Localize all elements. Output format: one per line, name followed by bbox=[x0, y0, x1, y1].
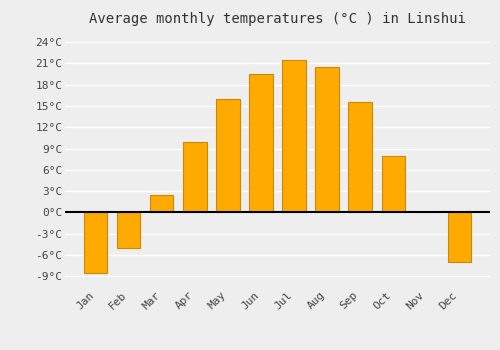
Bar bbox=[282, 60, 306, 212]
Bar bbox=[348, 103, 372, 212]
Bar bbox=[382, 156, 404, 212]
Bar bbox=[250, 74, 272, 212]
Bar bbox=[118, 212, 141, 248]
Title: Average monthly temperatures (°C ) in Linshui: Average monthly temperatures (°C ) in Li… bbox=[89, 12, 466, 26]
Bar bbox=[448, 212, 470, 262]
Bar bbox=[316, 67, 338, 212]
Bar bbox=[84, 212, 108, 273]
Bar bbox=[184, 141, 206, 212]
Bar bbox=[216, 99, 240, 212]
Bar bbox=[150, 195, 174, 212]
